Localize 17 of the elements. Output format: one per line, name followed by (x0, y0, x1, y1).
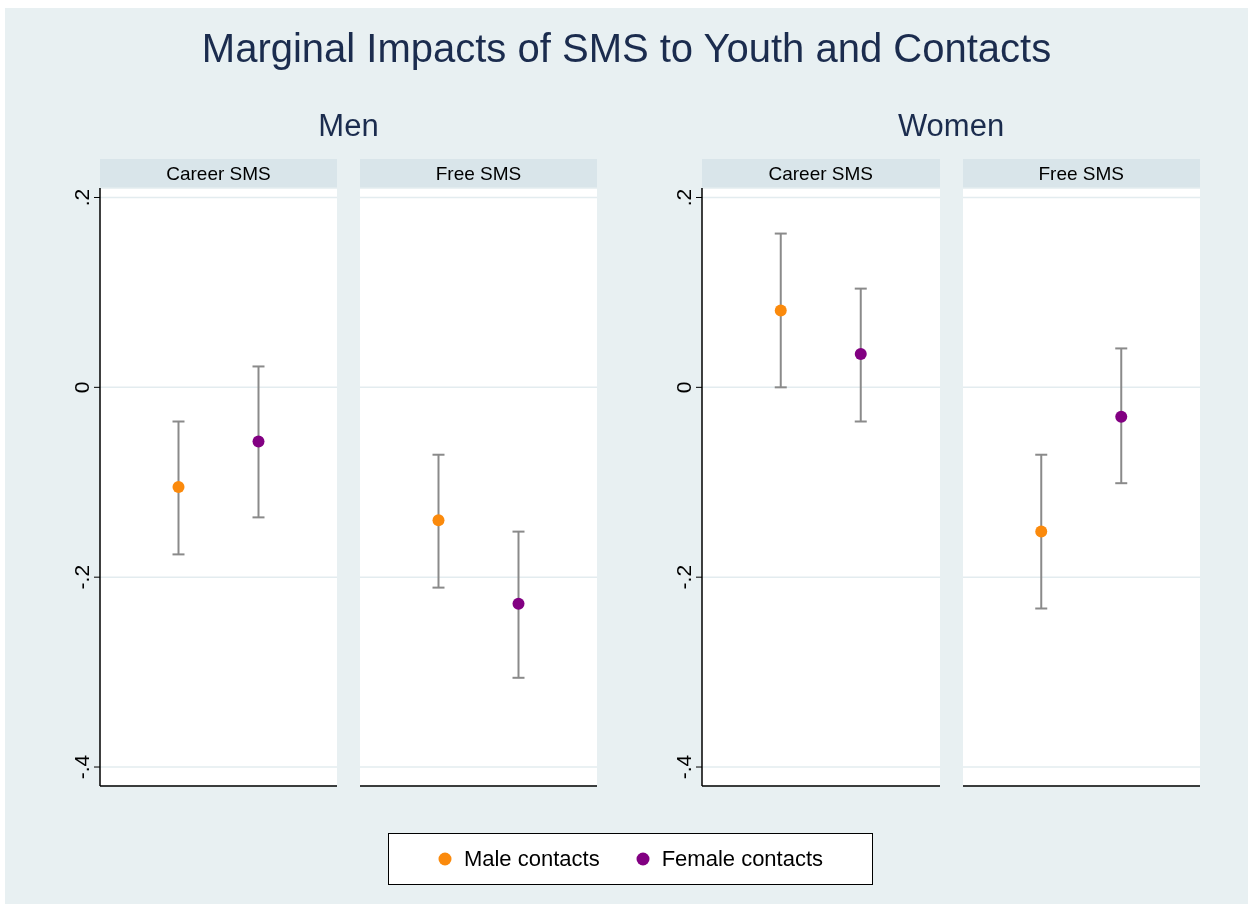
text: Marginal Impacts of SMS to Youth and Contacts (200, 26, 1053, 71)
y-tick-label: -.4 (672, 754, 696, 780)
y-tick-label: -.4 (70, 754, 94, 780)
y-tick-label: .2 (672, 188, 696, 207)
x-tick-label: Career SMS (166, 163, 271, 184)
chart-title: Men (317, 108, 380, 144)
legend-label: Male contacts (463, 846, 600, 872)
chart-title: Women (896, 108, 1006, 144)
legend-label: Female contacts (661, 846, 824, 872)
y-tick-label: 0 (672, 381, 696, 394)
x-tick-label: Free SMS (435, 163, 522, 184)
y-tick-label: 0 (70, 381, 94, 394)
x-tick-label: Free SMS (1038, 163, 1125, 184)
y-tick-label: -.2 (70, 564, 94, 590)
y-tick-label: .2 (70, 188, 94, 207)
y-tick-label: -.2 (672, 564, 696, 590)
x-tick-label: Career SMS (768, 163, 874, 184)
